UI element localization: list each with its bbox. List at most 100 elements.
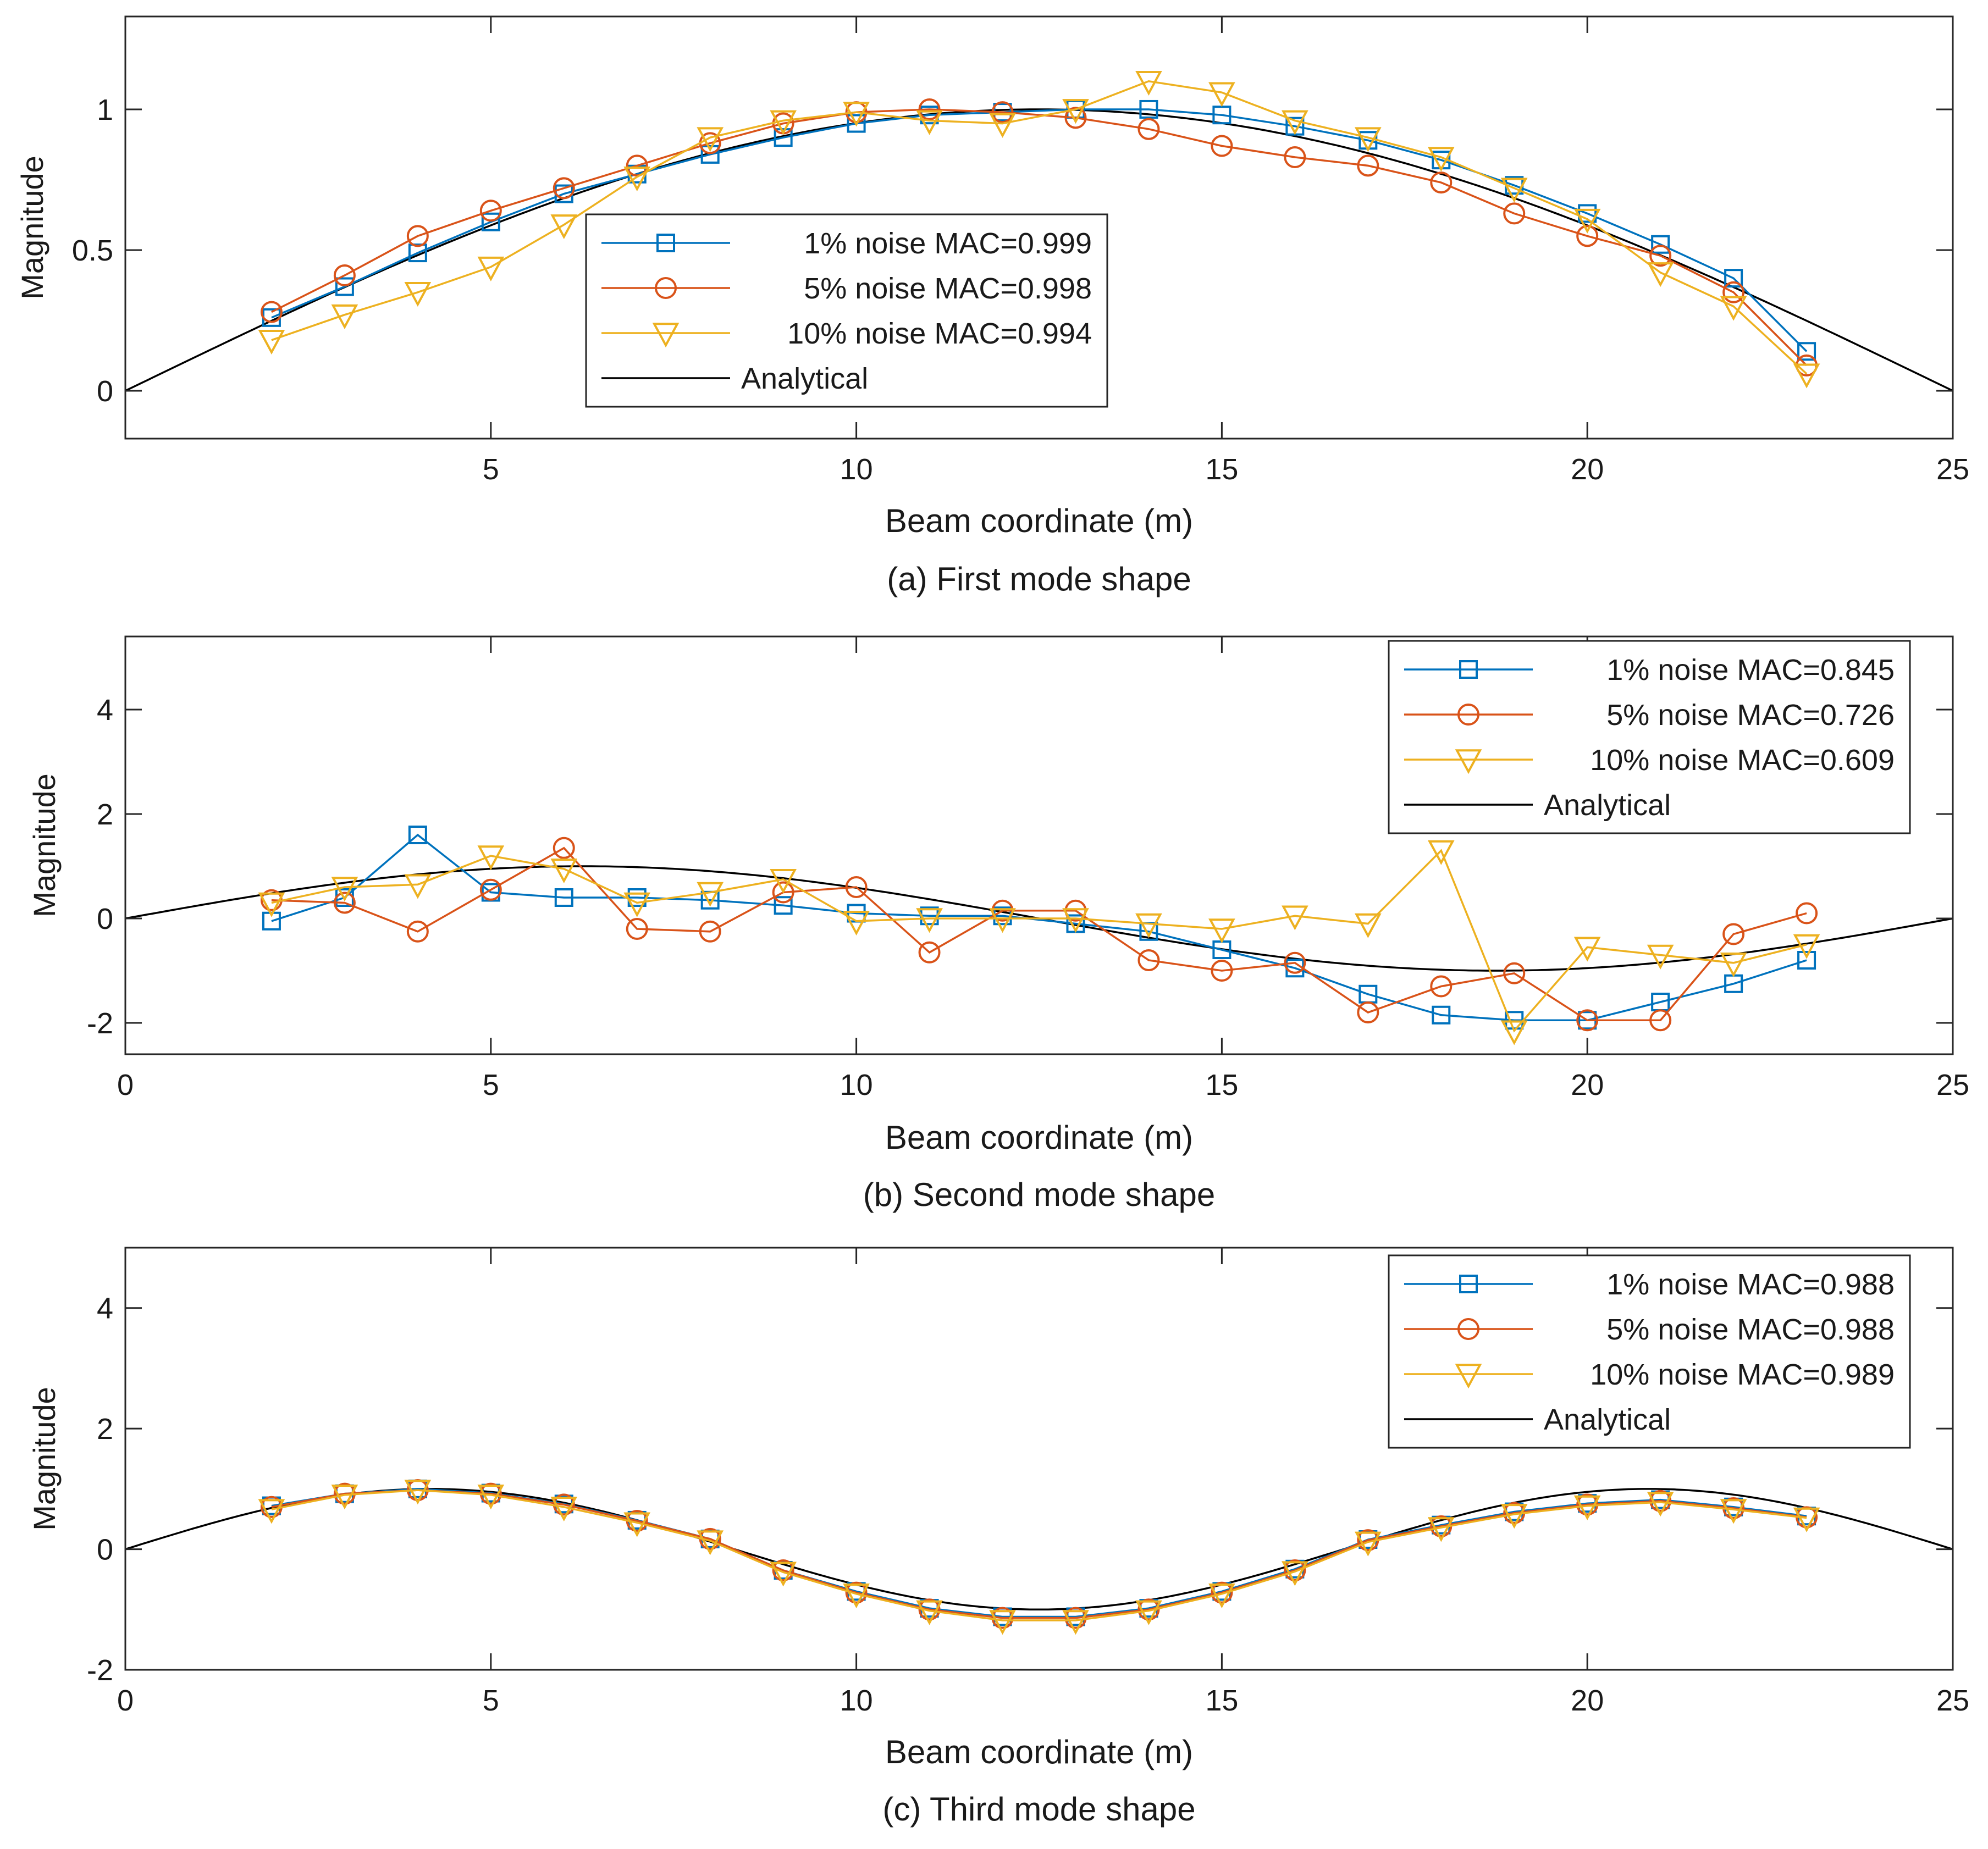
data-point (1211, 1581, 1233, 1604)
data-point (1284, 1559, 1306, 1581)
panel-caption: (b) Second mode shape (863, 1176, 1215, 1213)
data-point (408, 243, 427, 263)
data-point (1793, 363, 1820, 389)
data-point (843, 910, 870, 936)
data-point (479, 878, 502, 901)
x-tick-label: 25 (1936, 1684, 1969, 1717)
data-point (1796, 902, 1818, 924)
data-point (1649, 1490, 1672, 1512)
data-point (697, 882, 724, 907)
y-axis-label: Magnitude (27, 773, 62, 917)
data-point (1793, 1507, 1820, 1532)
legend-label: 5% noise MAC=0.998 (804, 272, 1092, 305)
data-point (1578, 204, 1597, 223)
legend: 1% noise MAC=0.845 5% noise MAC=0.726 10% … (1388, 640, 1911, 834)
data-point (406, 920, 429, 943)
y-tick-label: 2 (97, 1413, 113, 1446)
data-point (699, 920, 721, 943)
data-point (1576, 225, 1599, 247)
y-tick-label: 4 (97, 1292, 113, 1325)
x-tick-label: 20 (1571, 1684, 1604, 1717)
data-point (1503, 962, 1526, 984)
data-point (1064, 1607, 1087, 1629)
data-point (1284, 951, 1306, 974)
data-point (1137, 949, 1160, 971)
y-tick-label: 0 (97, 903, 113, 935)
data-point (774, 896, 793, 915)
data-point (1139, 99, 1158, 119)
x-tick-label: 25 (1936, 1069, 1969, 1101)
data-point (623, 167, 651, 192)
y-axis-label: Magnitude (27, 1387, 62, 1531)
data-point (1720, 952, 1747, 978)
analytical-line (125, 1488, 1953, 1611)
data-point (1797, 342, 1816, 361)
series-line-3 (271, 849, 1807, 1033)
data-point (991, 101, 1014, 124)
legend-marker (1457, 704, 1479, 726)
data-point (1427, 147, 1455, 172)
data-point (1427, 1517, 1455, 1542)
data-point (331, 1485, 358, 1510)
legend-label: Analytical (741, 362, 868, 395)
data-point (991, 1607, 1014, 1629)
data-point (1354, 1531, 1382, 1557)
x-tick-label: 15 (1205, 1684, 1238, 1717)
series-line-2 (271, 846, 1807, 1022)
data-point (331, 304, 358, 329)
data-point (770, 1562, 797, 1587)
x-tick-label: 15 (1205, 1069, 1238, 1101)
data-point (1432, 1005, 1451, 1025)
series-line-3 (271, 80, 1808, 375)
x-tick-label: 10 (840, 1684, 873, 1717)
data-point (1649, 245, 1672, 267)
data-point (845, 1581, 868, 1604)
data-point (1573, 937, 1601, 962)
y-tick-label: -2 (87, 1654, 113, 1687)
y-tick-label: 0 (97, 1534, 113, 1566)
data-point (1724, 269, 1743, 288)
data-point (481, 212, 500, 231)
data-point (1208, 918, 1235, 944)
data-point (1797, 951, 1816, 970)
data-point (918, 941, 941, 964)
data-point (479, 200, 502, 222)
legend-marker (655, 277, 677, 299)
y-tick-label: 4 (97, 694, 113, 727)
legend-marker (656, 234, 675, 252)
y-tick-label: 0 (97, 375, 113, 408)
data-point (1647, 262, 1674, 287)
data-point (626, 154, 648, 177)
data-point (770, 868, 797, 894)
data-point (1135, 70, 1162, 96)
data-point (1282, 1561, 1308, 1586)
legend-marker (1459, 660, 1478, 679)
data-point (843, 1583, 870, 1609)
data-point (1137, 1598, 1160, 1621)
data-point (258, 892, 285, 917)
x-tick-label: 5 (483, 1684, 499, 1717)
data-point (1064, 107, 1087, 129)
data-point (918, 1598, 941, 1621)
data-point (550, 1496, 578, 1522)
legend-label: 10% noise MAC=0.994 (787, 317, 1092, 350)
x-tick-label: 25 (1936, 453, 1969, 486)
data-point (623, 892, 651, 917)
data-point (550, 214, 578, 240)
legend-label: 5% noise MAC=0.726 (1606, 699, 1895, 732)
data-point (553, 177, 575, 200)
data-point (626, 918, 648, 940)
data-point (1722, 923, 1745, 945)
series-line-1 (271, 833, 1807, 1022)
legend-label: 1% noise MAC=0.845 (1606, 654, 1895, 687)
data-point (1720, 1499, 1747, 1524)
legend: 1% noise MAC=0.999 5% noise MAC=0.998 10% … (585, 213, 1108, 408)
data-point (550, 858, 578, 884)
data-point (700, 145, 720, 164)
legend-label: 1% noise MAC=0.999 (804, 227, 1092, 260)
data-point (477, 256, 505, 281)
x-tick-label: 15 (1205, 453, 1238, 486)
